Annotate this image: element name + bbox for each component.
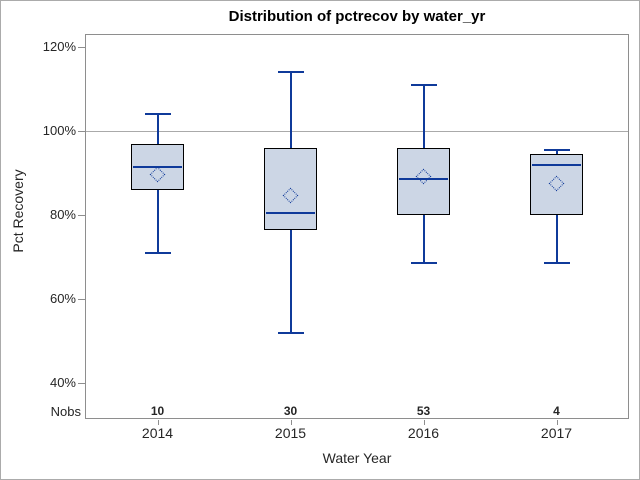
x-tick-label: 2016 [407,425,440,441]
nobs-value: 4 [553,404,560,418]
y-tick-label: 80% [49,207,76,222]
iqr-box [264,147,317,230]
upper-whisker-cap [277,71,304,74]
reference-line-100pct [86,131,628,132]
x-tick-mark [556,420,558,425]
median-line [532,163,581,166]
nobs-value: 53 [416,404,431,418]
y-tick-label: 60% [49,291,76,306]
median-line [399,178,448,181]
lower-whisker-cap [410,262,437,265]
lower-whisker-cap [144,251,171,254]
x-tick-label: 2015 [274,425,307,441]
median-line [266,211,315,214]
median-line [133,165,182,168]
x-tick-mark [157,420,159,425]
upper-whisker-cap [410,83,437,86]
chart-title: Distribution of pctrecov by water_yr [228,8,486,25]
x-tick-mark [290,420,292,425]
iqr-box [397,147,450,215]
x-tick-label: 2017 [540,425,573,441]
nobs-row-label: Nobs [50,404,81,419]
upper-whisker-cap [543,148,570,151]
x-tick-mark [423,420,425,425]
nobs-value: 30 [283,404,298,418]
x-axis-label: Water Year [322,450,392,466]
upper-whisker-cap [144,113,171,116]
y-tick-label: 100% [42,123,76,138]
y-tick-mark [78,298,85,300]
y-tick-label: 40% [49,375,76,390]
y-tick-label: 120% [42,39,76,54]
x-tick-label: 2014 [141,425,174,441]
lower-whisker-cap [277,331,304,334]
y-tick-mark [78,130,85,132]
y-tick-mark [78,382,85,384]
y-tick-mark [78,214,85,216]
lower-whisker-cap [543,262,570,265]
y-tick-mark [78,46,85,48]
plot-area [85,34,629,419]
nobs-value: 10 [150,404,165,418]
